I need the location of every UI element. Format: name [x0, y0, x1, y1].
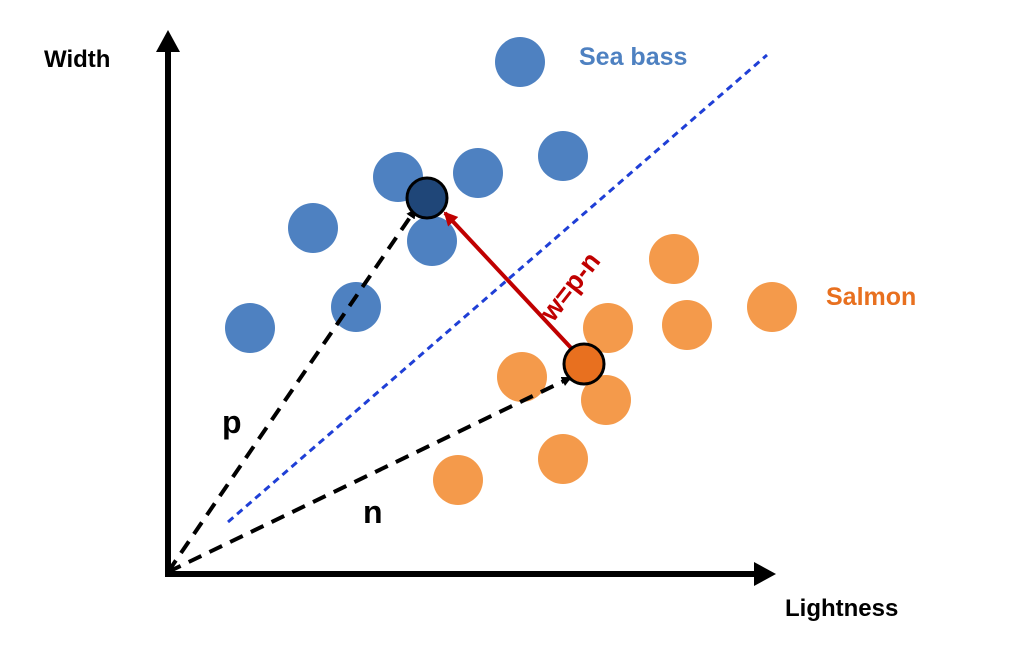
sea-bass-point [453, 148, 503, 198]
salmon-label: Salmon [826, 283, 916, 311]
decision-boundary [227, 53, 768, 524]
salmon-point [583, 303, 633, 353]
salmon-point [538, 434, 588, 484]
salmon-point [497, 352, 547, 402]
sea-bass-prototype-point [405, 176, 449, 220]
sea-bass-label: Sea bass [579, 43, 687, 71]
vector-w [443, 211, 575, 352]
vector-n-label: n [363, 494, 383, 530]
vector-p [166, 208, 417, 574]
salmon-point [433, 455, 483, 505]
sea-bass-point [407, 216, 457, 266]
sea-bass-points [225, 37, 588, 353]
salmon-point [662, 300, 712, 350]
x-axis-arrowhead [754, 562, 776, 586]
sea-bass-point [225, 303, 275, 353]
salmon-point [747, 282, 797, 332]
salmon-prototype-point [562, 342, 606, 386]
salmon-points [433, 234, 797, 505]
vector-n [167, 376, 572, 574]
sea-bass-point [331, 282, 381, 332]
x-axis-label: Lightness [785, 595, 898, 622]
sea-bass-point [288, 203, 338, 253]
y-axis-arrowhead [156, 30, 180, 52]
salmon-point [649, 234, 699, 284]
vector-p-label: p [222, 404, 242, 440]
sea-bass-point [495, 37, 545, 87]
salmon-point [581, 375, 631, 425]
y-axis-label: Width [44, 46, 110, 73]
sea-bass-point [538, 131, 588, 181]
